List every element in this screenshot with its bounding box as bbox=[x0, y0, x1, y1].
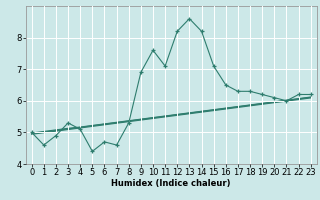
X-axis label: Humidex (Indice chaleur): Humidex (Indice chaleur) bbox=[111, 179, 231, 188]
